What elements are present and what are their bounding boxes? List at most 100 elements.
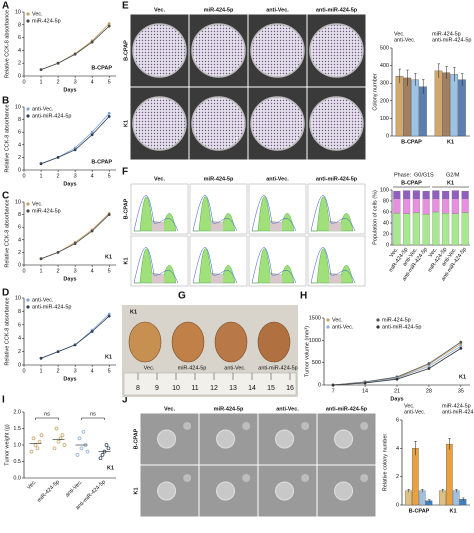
x-tick-label: Vec. bbox=[389, 246, 400, 259]
bar bbox=[446, 443, 453, 506]
outline bbox=[192, 195, 238, 232]
point bbox=[81, 429, 86, 434]
tumor-label: Vec. bbox=[144, 365, 155, 371]
point bbox=[395, 377, 399, 381]
legend-label: Vec. bbox=[332, 317, 343, 323]
error-bar bbox=[414, 73, 417, 86]
error-bar bbox=[437, 63, 440, 78]
cell-line-label: K1 bbox=[130, 309, 137, 315]
bar bbox=[452, 490, 460, 506]
legend-swatch bbox=[376, 325, 380, 329]
bar-segment bbox=[403, 198, 411, 214]
y-tick-label: 4 bbox=[18, 142, 21, 148]
x-tick-label: K1 bbox=[447, 139, 454, 145]
colony bbox=[242, 422, 251, 430]
colony bbox=[360, 422, 369, 430]
y-tick-label: 2 bbox=[18, 155, 21, 161]
y-tick-label: 2 bbox=[18, 349, 21, 355]
bar-segment bbox=[403, 213, 411, 246]
legend-label: anti-miR-424-5p bbox=[382, 324, 421, 330]
colony bbox=[157, 429, 177, 449]
point bbox=[31, 436, 36, 441]
point bbox=[75, 453, 80, 457]
column-label: miR-424-5p bbox=[214, 406, 244, 412]
dish bbox=[309, 96, 364, 151]
error-bar bbox=[398, 68, 401, 84]
error-bar bbox=[453, 67, 456, 82]
legend-label: anti-miR-424-5p bbox=[442, 409, 474, 415]
x-tick-label: 3 bbox=[74, 268, 77, 274]
bar-segment bbox=[461, 191, 469, 199]
ruler-number: 10 bbox=[172, 385, 180, 392]
y-tick-label: 0.0 bbox=[13, 475, 21, 481]
point bbox=[90, 130, 94, 134]
ruler-number: 12 bbox=[210, 385, 218, 392]
legend-swatch bbox=[326, 325, 330, 329]
error-bar bbox=[461, 73, 464, 86]
legend-swatch bbox=[26, 298, 30, 302]
s-phase bbox=[270, 221, 282, 231]
y-axis-label: Relative CCK-8 absorbance bbox=[4, 297, 10, 365]
annotation: K1 bbox=[105, 254, 112, 260]
legend-swatch bbox=[26, 202, 30, 206]
significance-label: ns bbox=[44, 411, 50, 417]
bar-segment bbox=[451, 198, 459, 214]
g1-peak bbox=[193, 196, 236, 232]
legend-label: anti-miR-424-5p bbox=[32, 304, 71, 310]
y-tick-label: 60 bbox=[383, 209, 389, 215]
y-tick-label: 0 bbox=[18, 262, 21, 268]
point bbox=[73, 52, 77, 56]
panel-letter: B bbox=[2, 96, 9, 107]
point bbox=[73, 148, 77, 152]
error-bar bbox=[428, 499, 431, 502]
panel-letter: G bbox=[178, 291, 186, 302]
column-label: anti-Vec. bbox=[266, 176, 289, 182]
legend-label: miR-424-5p bbox=[442, 403, 471, 409]
x-tick-label: B-CPAP bbox=[401, 139, 422, 145]
legend-label: Vec. bbox=[32, 201, 43, 207]
column-label: anti-miR-424-5p bbox=[316, 7, 358, 13]
y-tick-label: 0 bbox=[318, 382, 321, 388]
g1-peak bbox=[252, 248, 295, 284]
point bbox=[90, 40, 94, 44]
legend-label: anti-Vec. bbox=[32, 106, 54, 112]
s-phase bbox=[270, 273, 282, 283]
legend-swatch bbox=[26, 12, 30, 16]
point bbox=[56, 439, 61, 444]
point bbox=[107, 111, 111, 115]
g1-peak bbox=[311, 248, 354, 284]
bar bbox=[419, 86, 427, 137]
tumor bbox=[214, 321, 248, 363]
colony bbox=[334, 481, 354, 501]
x-axis-label: Days bbox=[63, 376, 76, 382]
column-label: anti-miR-424-5p bbox=[316, 176, 358, 182]
y-tick-label: 1.0 bbox=[13, 442, 21, 448]
x-tick-label: 2 bbox=[57, 173, 60, 179]
y-tick-label: 6 bbox=[18, 322, 21, 328]
annotation: K1 bbox=[107, 465, 114, 471]
legend-label: anti-Vec. bbox=[394, 37, 416, 43]
point bbox=[39, 68, 43, 71]
column-label: miR-424-5p bbox=[204, 176, 234, 182]
tumor bbox=[171, 321, 205, 363]
error-bar bbox=[407, 489, 410, 493]
legend-label: G0/G1 bbox=[414, 172, 430, 178]
point bbox=[107, 213, 111, 217]
g1-peak bbox=[252, 196, 295, 232]
y-tick-label: 0 bbox=[396, 502, 399, 508]
x-tick-label: 0 bbox=[22, 268, 25, 274]
bar bbox=[434, 70, 443, 137]
y-tick-label: 1000 bbox=[309, 338, 321, 344]
point bbox=[107, 22, 111, 25]
point bbox=[33, 443, 38, 447]
panel-letter: I bbox=[2, 395, 5, 406]
outline bbox=[133, 195, 179, 232]
legend-label: miR-424-5p bbox=[32, 18, 61, 24]
dish bbox=[250, 96, 305, 151]
legend-swatch bbox=[376, 318, 380, 322]
x-tick-label: 5 bbox=[108, 368, 111, 374]
x-axis-label: Days bbox=[63, 276, 76, 282]
tumor-label: anti-miR-424-5p bbox=[258, 365, 297, 371]
row-label: K1 bbox=[123, 120, 129, 127]
legend-label: miR-424-5p bbox=[32, 208, 61, 214]
